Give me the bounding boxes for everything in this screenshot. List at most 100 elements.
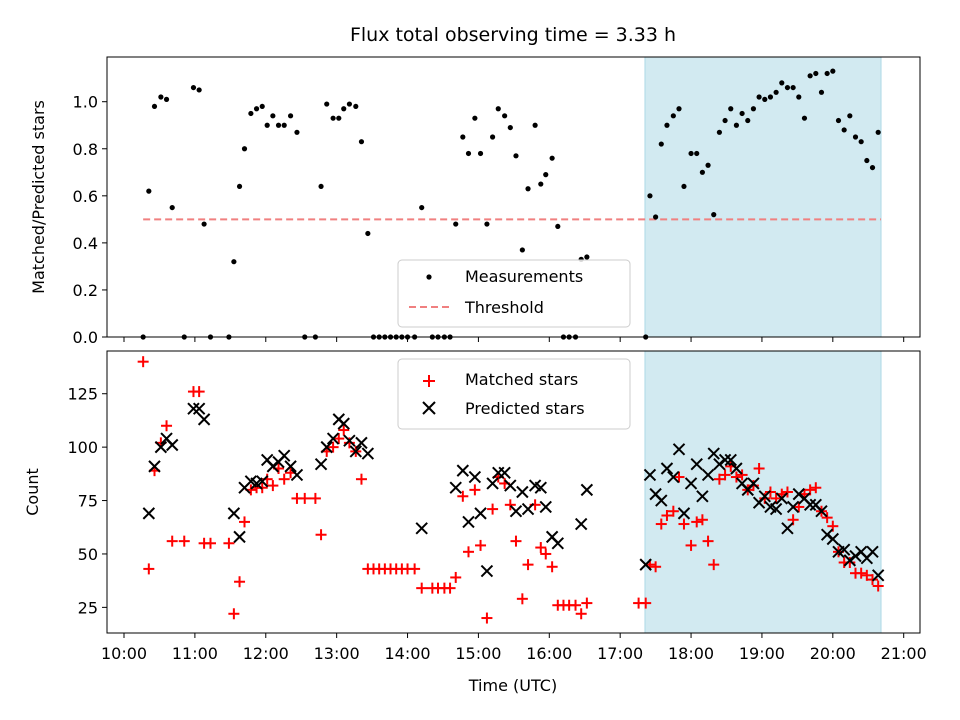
bottom-x-tick-label: 16:00	[526, 644, 572, 663]
measurement-point	[858, 139, 864, 145]
measurement-point	[869, 164, 876, 171]
top-legend-box	[397, 259, 631, 328]
predicted-star-point	[660, 462, 674, 475]
measurement-point	[711, 212, 717, 218]
measurement-point	[489, 134, 496, 140]
measurement-point	[658, 141, 664, 147]
predicted-star-point	[521, 502, 535, 516]
measurement-point	[201, 221, 207, 227]
bottom-legend: Matched stars Predicted stars	[397, 358, 631, 430]
predicted-star-point	[361, 447, 375, 460]
predicted-star-point	[468, 470, 482, 484]
measurement-point	[584, 254, 590, 260]
bottom-y-tick-label: 25	[78, 598, 98, 617]
matched-star-point	[685, 539, 697, 551]
predicted-star-point	[480, 564, 494, 578]
measurement-point	[324, 101, 330, 107]
measurement-point	[664, 122, 670, 128]
matched-star-point	[810, 482, 822, 494]
matched-star-point	[267, 480, 279, 492]
predicted-star-point	[355, 436, 368, 450]
matched-star-point	[444, 582, 456, 594]
measurement-point	[453, 221, 459, 227]
bottom-y-axis-ticks: 25 50 75 100 125	[67, 385, 107, 617]
matched-star-point	[575, 608, 587, 620]
matched-star-point	[143, 563, 155, 575]
legend-matched-marker	[423, 375, 435, 387]
measurement-point	[477, 150, 484, 157]
bottom-x-tick-label: 13:00	[314, 644, 360, 663]
measurement-point	[525, 186, 531, 192]
bottom-y-tick-label: 50	[78, 545, 98, 564]
matched-star-point	[327, 441, 339, 453]
top-y-tick-label: 0.4	[73, 234, 98, 253]
measurement-point	[264, 122, 270, 128]
matched-star-point	[546, 561, 558, 573]
predicted-star-point	[233, 530, 246, 544]
measurement-point	[841, 127, 847, 133]
measurement-point	[779, 80, 785, 86]
measurement-point	[146, 188, 152, 194]
measurement-point	[773, 89, 779, 95]
predicted-star-point	[256, 475, 269, 488]
predicted-star-point	[516, 485, 529, 499]
predicted-star-point	[730, 462, 743, 475]
bottom-x-tick-label: 18:00	[668, 644, 714, 663]
measurement-point	[647, 193, 653, 199]
measurement-point	[538, 181, 544, 187]
matched-star-point	[228, 608, 240, 620]
bottom-y-tick-label: 75	[78, 492, 98, 511]
predicted-star-point	[639, 558, 652, 571]
measurement-point	[875, 129, 881, 135]
matched-star-point	[702, 535, 714, 547]
predicted-star-point	[775, 492, 788, 505]
bottom-axes-frame	[106, 350, 921, 634]
measurement-point	[248, 110, 254, 117]
x-axis-label: Time (UTC)	[468, 676, 557, 695]
matched-star-point	[299, 492, 311, 504]
measurement-point	[745, 117, 751, 124]
matched-star-point	[661, 510, 673, 521]
measurement-point	[750, 106, 757, 112]
measurement-point	[864, 157, 870, 164]
matched-star-point	[481, 612, 493, 624]
measurement-point	[460, 134, 466, 140]
measurement-point	[275, 122, 282, 128]
predicted-star-point	[724, 453, 737, 467]
measurement-point	[318, 183, 324, 190]
measurement-point	[341, 106, 347, 112]
legend-threshold-label: Threshold	[464, 298, 544, 317]
matched-star-point	[234, 576, 246, 588]
legend-measurements-marker	[426, 274, 432, 280]
measurement-points	[140, 68, 881, 340]
bottom-y-tick-label: 125	[67, 385, 98, 404]
predicted-star-point	[498, 466, 511, 479]
matched-star-point	[450, 571, 462, 583]
predicted-star-point	[539, 500, 552, 514]
predicted-star-point	[504, 479, 517, 492]
matched-star-point	[691, 516, 703, 528]
matched-star-point	[475, 539, 487, 551]
matched-star-point	[166, 535, 178, 547]
predicted-star-point	[580, 483, 594, 497]
top-y-tick-label: 0.0	[73, 328, 98, 347]
top-y-tick-label: 1.0	[73, 93, 98, 112]
matched-star-point	[713, 473, 725, 485]
matched-star-point	[540, 548, 552, 560]
matched-star-point	[872, 580, 884, 592]
measurement-point	[236, 183, 243, 190]
predicted-star-point	[456, 464, 470, 477]
predicted-star-point	[154, 440, 168, 454]
matched-star-point	[309, 492, 321, 504]
matched-star-point	[522, 559, 534, 571]
measurement-point	[818, 89, 825, 95]
predicted-star-point	[769, 502, 783, 516]
measurement-point	[699, 169, 705, 175]
measurement-point	[705, 162, 711, 168]
predicted-star-point	[684, 477, 698, 490]
measurement-point	[653, 214, 659, 220]
measurement-point	[824, 70, 830, 77]
predicted-star-point	[786, 500, 800, 514]
matched-star-point	[457, 490, 469, 502]
